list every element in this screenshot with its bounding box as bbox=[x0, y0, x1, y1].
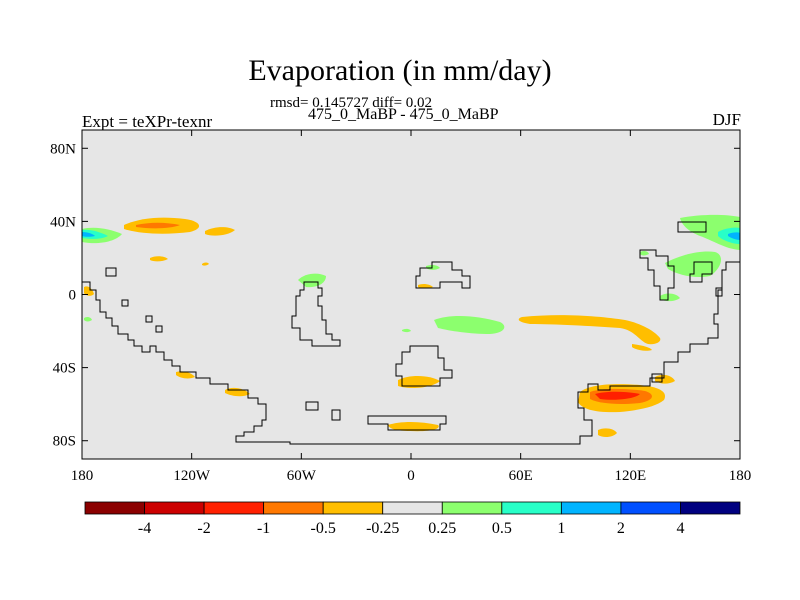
y-tick-label: 40S bbox=[53, 361, 76, 377]
y-tick-label: 80N bbox=[50, 141, 76, 157]
anomaly-n-atlantic-green bbox=[298, 273, 326, 288]
colorbar-label: 0.25 bbox=[428, 520, 456, 537]
stats-subtitle: rmsd= 0.145727 diff= 0.02 bbox=[270, 95, 433, 111]
colorbar-label: -1 bbox=[257, 520, 270, 537]
colorbar-label: 0.5 bbox=[492, 520, 512, 537]
anomaly-sw-australia-orange bbox=[598, 428, 617, 438]
anomaly-w-green-speck bbox=[84, 316, 92, 322]
anomaly-w-edge-blue bbox=[82, 232, 95, 237]
x-tick-label: 60W bbox=[287, 468, 317, 484]
coastline-island-a bbox=[305, 401, 319, 411]
colorbar-swatch bbox=[322, 501, 384, 515]
colorbar-swatch bbox=[441, 501, 503, 515]
colorbar-swatch bbox=[680, 501, 741, 515]
colorbar-label: -0.5 bbox=[311, 520, 336, 537]
x-tick-label: 60E bbox=[509, 468, 533, 484]
x-tick-label: 180 bbox=[71, 468, 94, 484]
x-tick-label: 0 bbox=[407, 468, 415, 484]
experiment-label: Expt = teXPr-texnr bbox=[82, 112, 213, 131]
x-tick-label: 120E bbox=[614, 468, 646, 484]
colorbar-label: 1 bbox=[557, 520, 565, 537]
y-tick-label: 0 bbox=[69, 288, 77, 304]
x-tick-label: 120W bbox=[173, 468, 211, 484]
anomaly-s-atlantic-orange bbox=[398, 375, 440, 389]
anomaly-mid-green bbox=[402, 328, 411, 333]
anomaly-antarctic-orange bbox=[388, 422, 439, 432]
coastline-n-pacific-island bbox=[105, 267, 117, 277]
coastline-africa bbox=[415, 261, 471, 289]
colorbar-swatch bbox=[620, 501, 681, 515]
colorbar-swatch bbox=[144, 501, 205, 515]
anomaly-layer bbox=[82, 214, 740, 438]
colorbar-label: -0.25 bbox=[366, 520, 399, 537]
colorbar-label: 2 bbox=[617, 520, 625, 537]
colorbar-swatch bbox=[501, 501, 562, 515]
x-tick-label: 180 bbox=[729, 468, 752, 484]
anomaly-equatorial-green bbox=[434, 316, 505, 334]
coastline-s-africa bbox=[395, 345, 453, 387]
coastline-antarctic-piece bbox=[367, 415, 447, 431]
colorbar-swatch bbox=[560, 501, 622, 515]
colorbar-swatch bbox=[382, 501, 443, 515]
anomaly-africa-green bbox=[426, 264, 440, 270]
colorbar-label: -4 bbox=[138, 520, 151, 537]
anomaly-n-pacific-east bbox=[205, 227, 235, 236]
runs-subtitle: 475_0_MaBP - 475_0_MaBP bbox=[308, 106, 499, 123]
anomaly-indian-ocean-tail bbox=[632, 344, 652, 351]
coastline-pacific-island-e bbox=[715, 287, 723, 297]
x-axis: 180 120W 60W 0 60E 120E 180 bbox=[71, 130, 752, 484]
anomaly-sw-edge-orange bbox=[84, 286, 94, 296]
colorbar-swatch bbox=[263, 501, 324, 515]
anomaly-n-pacific-speck2 bbox=[202, 262, 209, 266]
coastline-asia-east bbox=[639, 249, 675, 301]
anomaly-e-edge-green bbox=[680, 214, 740, 250]
colorbar-swatch bbox=[84, 501, 145, 515]
anomaly-se-orange bbox=[655, 374, 675, 384]
y-axis: 80N 40N 0 40S 80S bbox=[50, 141, 740, 450]
y-tick-label: 40N bbox=[50, 214, 76, 230]
coastline-island-b bbox=[331, 409, 341, 421]
chart-title: Evaporation (in mm/day) bbox=[248, 54, 552, 87]
anomaly-africa-orange bbox=[418, 283, 433, 289]
colorbar-label: -2 bbox=[197, 520, 210, 537]
season-label: DJF bbox=[712, 110, 741, 129]
colorbar-label: 4 bbox=[676, 520, 684, 537]
coastline-island-ne bbox=[677, 221, 707, 233]
coastline-pacific-dots bbox=[121, 299, 163, 333]
plot-background bbox=[82, 130, 740, 459]
coastline-south-america bbox=[291, 281, 341, 347]
anomaly-s-america-orange bbox=[176, 371, 195, 379]
colorbar-swatch bbox=[203, 501, 265, 515]
coastline-layer bbox=[82, 221, 740, 445]
coastline-se-asia bbox=[689, 261, 713, 283]
anomaly-equator-green-e bbox=[660, 293, 680, 302]
anomaly-n-pacific-speck bbox=[150, 256, 168, 262]
anomaly-indian-ocean-orange bbox=[518, 315, 661, 345]
coastline-indian-island bbox=[651, 373, 663, 383]
colorbar: -4 -2 -1 -0.5 -0.25 0.25 0.5 1 2 4 bbox=[84, 501, 741, 537]
anomaly-sam-green bbox=[640, 250, 649, 256]
anomaly-e-edge-blue bbox=[728, 232, 740, 240]
anomaly-s-indian-core bbox=[595, 391, 640, 400]
y-tick-label: 80S bbox=[53, 434, 76, 450]
coastline-americas bbox=[82, 261, 740, 445]
anomaly-n-pacific-red bbox=[136, 222, 180, 229]
